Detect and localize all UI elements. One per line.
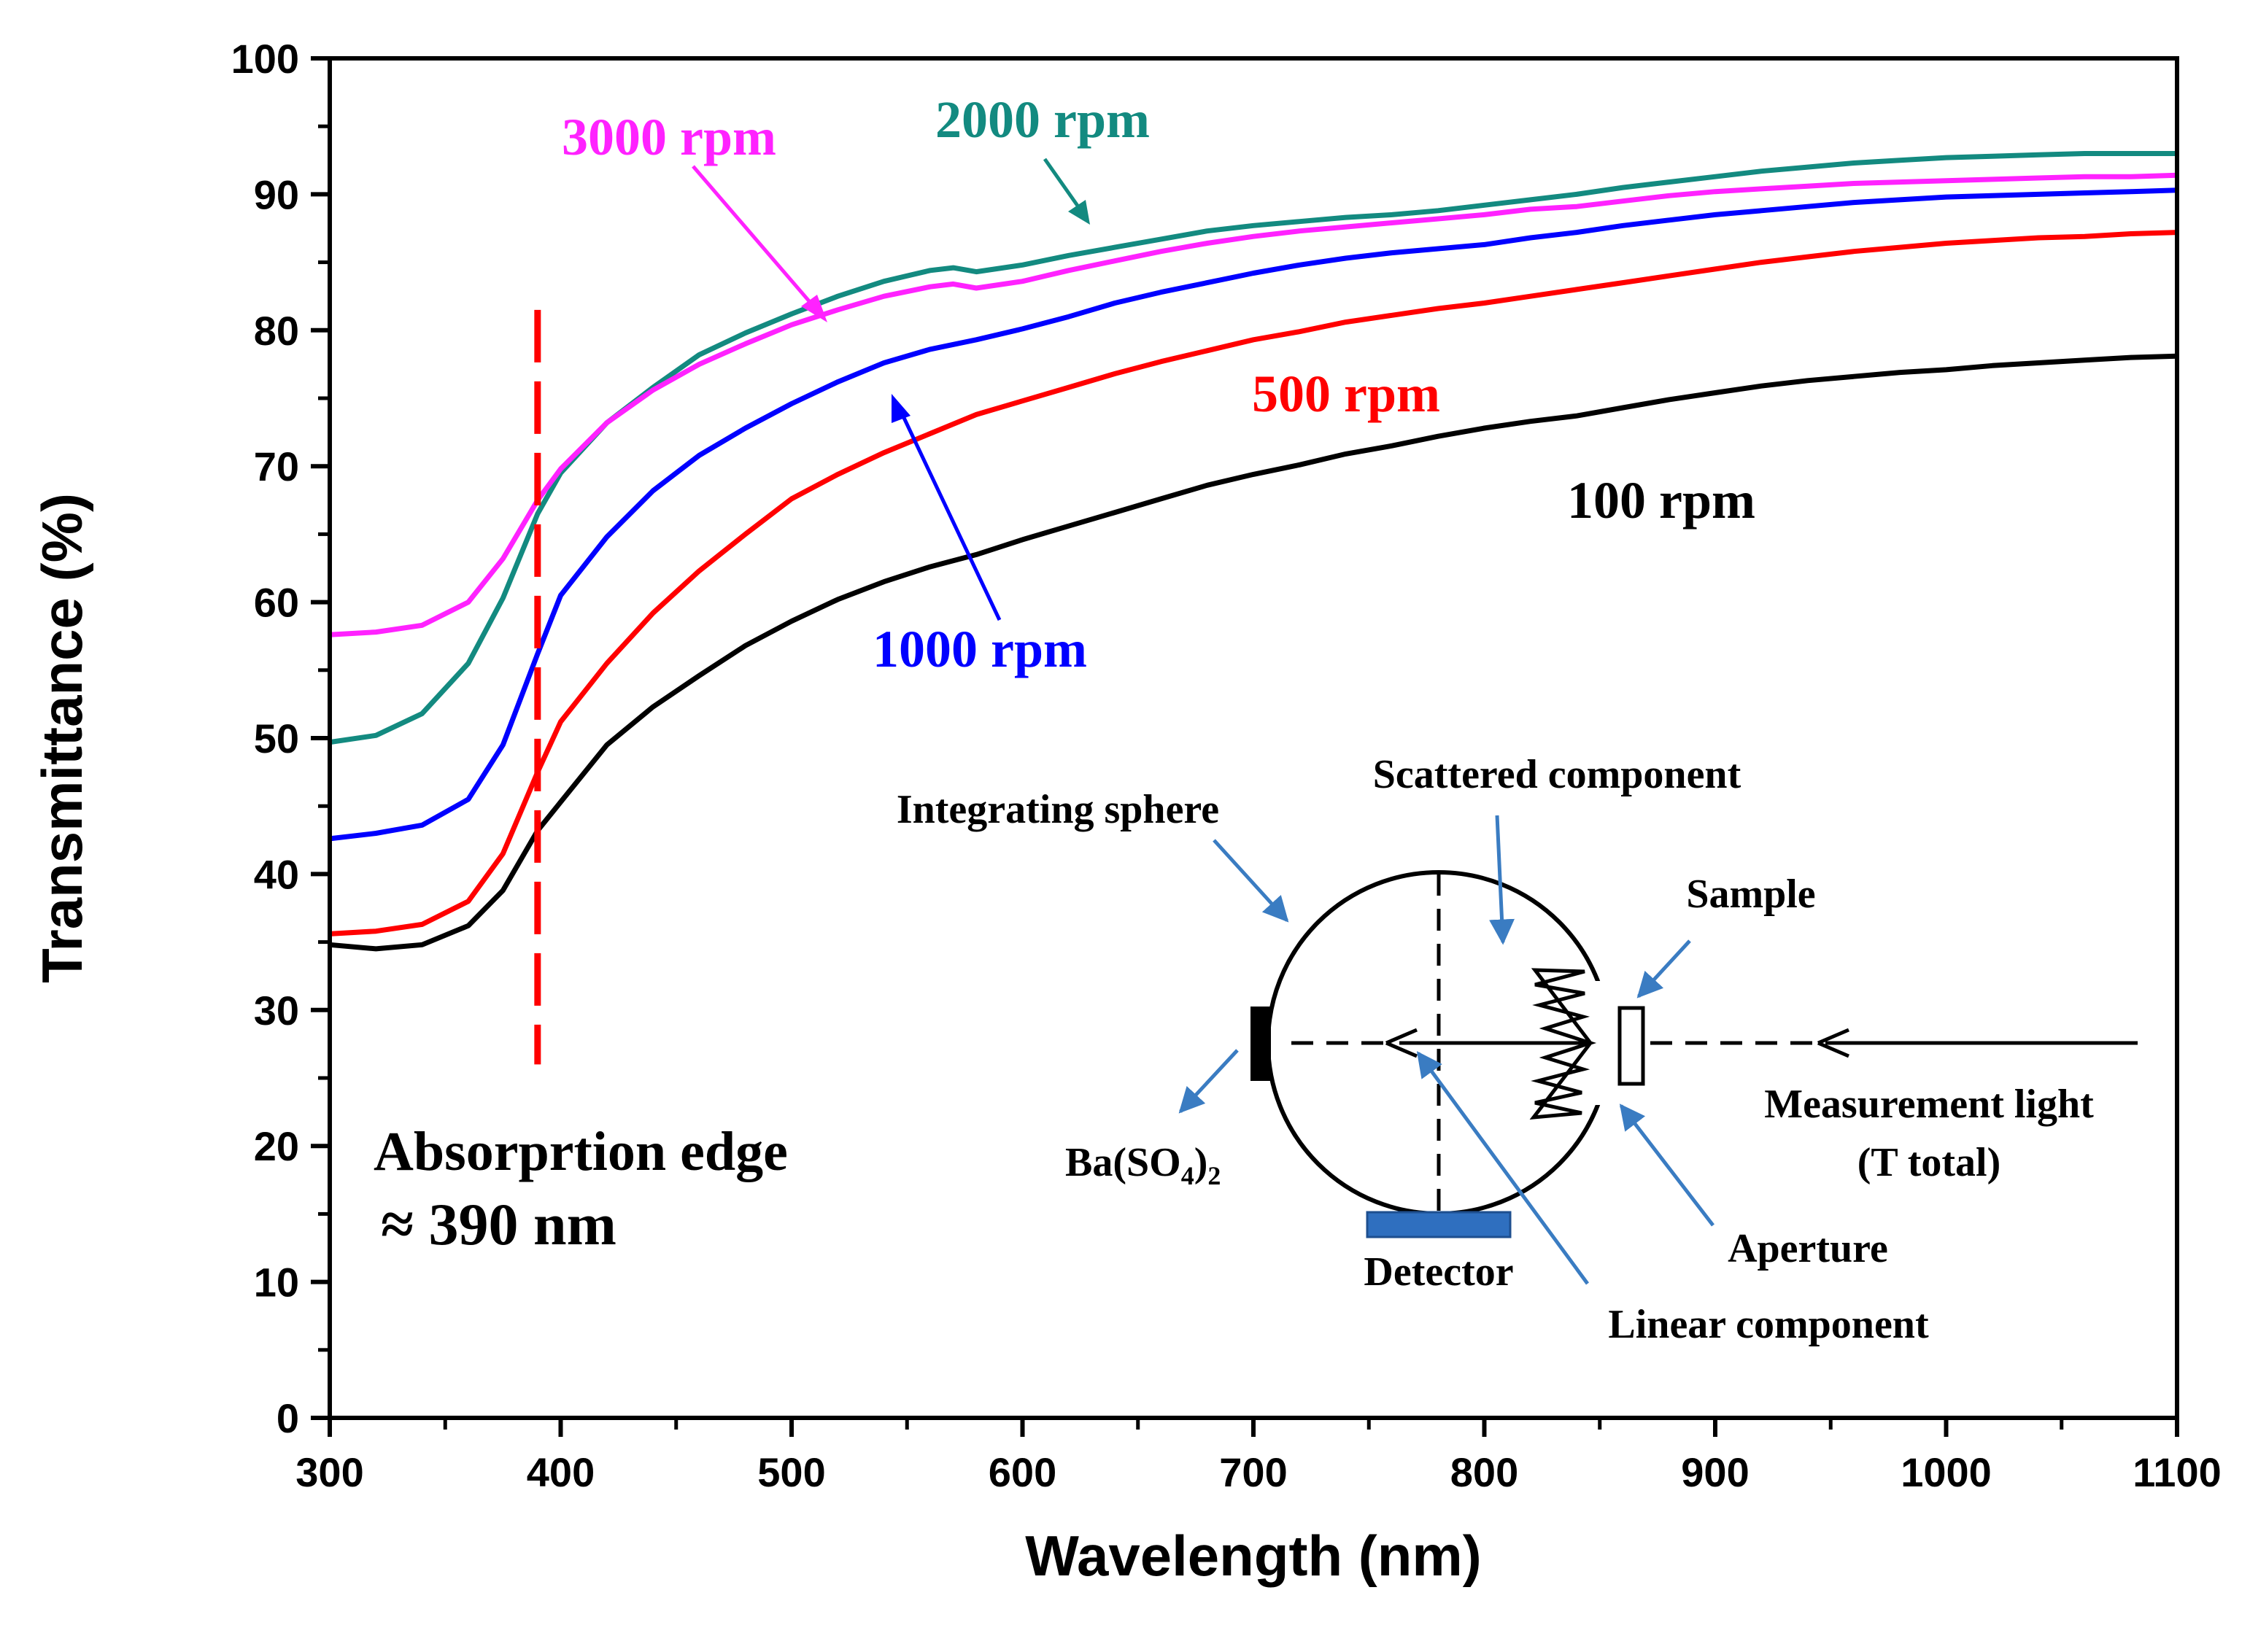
label-baso4-close: ) bbox=[1194, 1140, 1208, 1185]
y-tick-label: 40 bbox=[254, 851, 299, 897]
series-line-500-rpm bbox=[329, 230, 2178, 936]
label-baso4-base: Ba(SO bbox=[1065, 1140, 1181, 1185]
label-t-total: (T total) bbox=[1857, 1140, 2001, 1185]
series-label-1000-rpm: 1000 rpm bbox=[873, 620, 1087, 678]
series-label-100-rpm: 100 rpm bbox=[1567, 471, 1755, 530]
arrow-integrating-sphere bbox=[1213, 839, 1289, 923]
y-tick-label: 30 bbox=[254, 988, 299, 1034]
integrating-sphere-diagram: Integrating sphere Scattered component S… bbox=[897, 752, 2138, 1347]
series-label-500-rpm: 500 rpm bbox=[1252, 365, 1440, 423]
x-axis-title: Wavelength (nm) bbox=[1025, 1524, 1481, 1588]
arrow-aperture bbox=[1619, 1104, 1714, 1227]
sample-slab bbox=[1617, 1006, 1645, 1086]
x-tick-label: 400 bbox=[527, 1449, 595, 1495]
arrow-2000-rpm-head bbox=[1068, 200, 1090, 225]
label-aperture: Aperture bbox=[1728, 1226, 1888, 1271]
y-axis-title: Transmittance (%) bbox=[30, 493, 94, 983]
x-tick-label: 500 bbox=[757, 1449, 825, 1495]
label-scattered-component: Scattered component bbox=[1373, 752, 1741, 797]
arrow-3000-rpm-head bbox=[801, 295, 827, 322]
arrow-1000-rpm-head bbox=[892, 394, 911, 423]
series-line-3000-rpm bbox=[329, 172, 2178, 637]
label-baso4-sub4: 4 bbox=[1181, 1161, 1194, 1190]
x-tick-label: 900 bbox=[1681, 1449, 1749, 1495]
y-tick-label: 20 bbox=[254, 1123, 299, 1169]
axis-ticks: 300 400 500 600 700 800 900 1000 1100 0 10 20 30 40 50… bbox=[231, 36, 2222, 1495]
arrow-2000-rpm bbox=[1043, 158, 1085, 214]
scattered-rays bbox=[1529, 968, 1597, 1120]
label-detector: Detector bbox=[1364, 1249, 1513, 1295]
series-label-2000-rpm: 2000 rpm bbox=[935, 90, 1150, 149]
series-line-1000-rpm bbox=[329, 187, 2178, 842]
x-tick-label: 700 bbox=[1219, 1449, 1287, 1495]
detector-plate bbox=[1366, 1211, 1512, 1238]
series-line-100-rpm bbox=[329, 353, 2178, 952]
arrow-1000-rpm bbox=[897, 406, 1002, 621]
x-tick-label: 600 bbox=[989, 1449, 1056, 1495]
series-layer bbox=[329, 151, 2178, 952]
y-tick-label: 100 bbox=[231, 36, 299, 82]
arrow-3000-rpm bbox=[692, 165, 820, 314]
y-tick-label: 10 bbox=[254, 1260, 299, 1306]
y-tick-label: 0 bbox=[277, 1395, 299, 1441]
label-measurement-light: Measurement light bbox=[1764, 1082, 2094, 1127]
y-tick-label: 60 bbox=[254, 580, 299, 626]
linear-beam-arrowhead bbox=[1385, 1028, 1418, 1058]
series-label-3000-rpm: 3000 rpm bbox=[562, 108, 776, 166]
absorption-edge-label: Absorprtion edge bbox=[374, 1121, 788, 1182]
absorption-edge-value: ≈ 390 nm bbox=[381, 1191, 616, 1257]
label-baso4-sub2: 2 bbox=[1207, 1161, 1221, 1190]
y-tick-label: 80 bbox=[254, 308, 299, 354]
baso4-plate bbox=[1250, 1007, 1271, 1081]
y-tick-label: 70 bbox=[254, 443, 299, 489]
arrow-baso4 bbox=[1178, 1049, 1239, 1114]
measurement-beam-arrowhead bbox=[1817, 1028, 1849, 1058]
arrow-linear-component bbox=[1416, 1051, 1590, 1285]
x-tick-label: 300 bbox=[295, 1449, 363, 1495]
y-tick-label: 90 bbox=[254, 171, 299, 217]
y-tick-label: 50 bbox=[254, 716, 299, 761]
series-label-arrows bbox=[692, 158, 1090, 621]
x-tick-label: 1000 bbox=[1901, 1449, 1992, 1495]
series-line-2000-rpm bbox=[329, 151, 2177, 745]
arrow-sample bbox=[1636, 939, 1691, 998]
label-integrating-sphere: Integrating sphere bbox=[897, 787, 1219, 832]
label-baso4: Ba(SO4)2 bbox=[1065, 1140, 1221, 1190]
x-tick-label: 1100 bbox=[2133, 1449, 2222, 1495]
x-tick-label: 800 bbox=[1450, 1449, 1518, 1495]
label-linear-component: Linear component bbox=[1608, 1302, 1929, 1347]
arrow-scattered-component bbox=[1489, 815, 1515, 945]
label-sample: Sample bbox=[1686, 872, 1815, 917]
